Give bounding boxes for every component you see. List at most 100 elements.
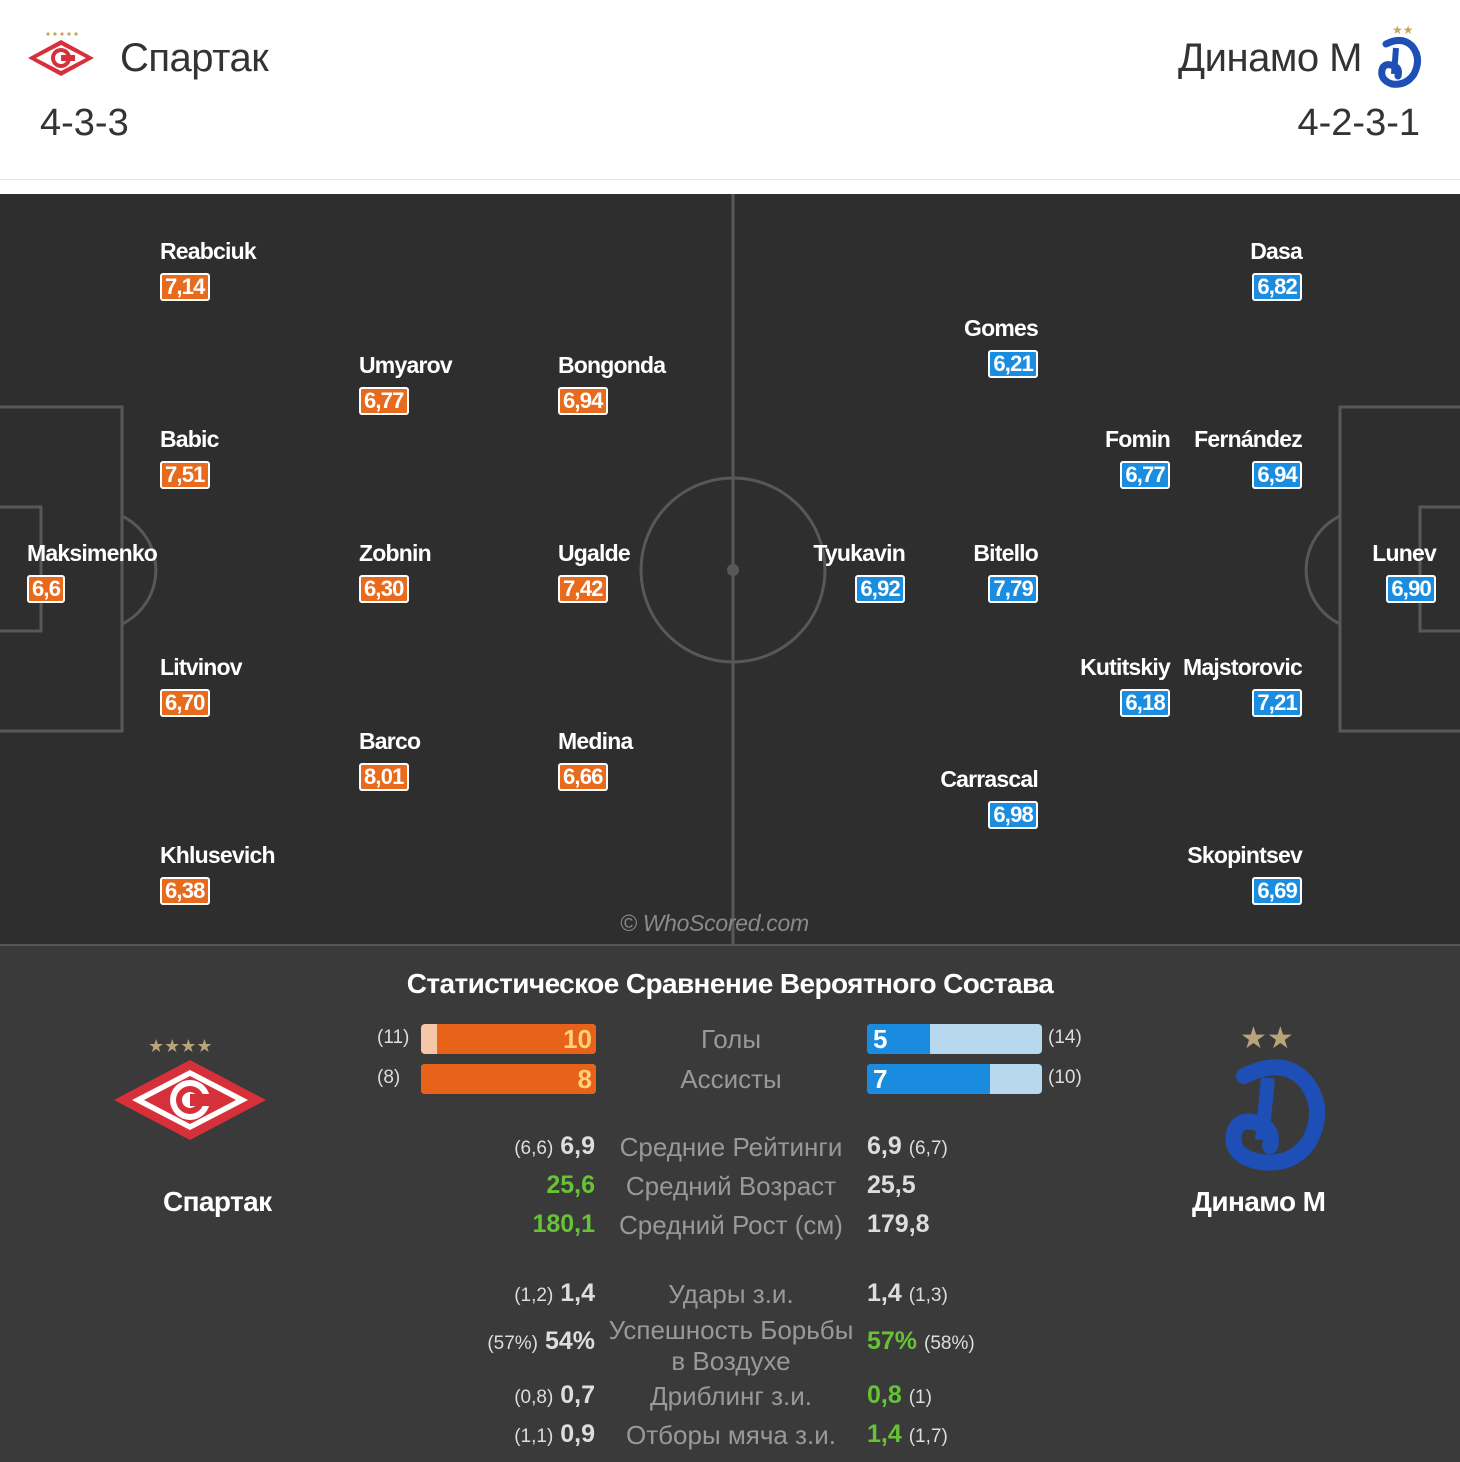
stat-label: Ассисты bbox=[680, 1064, 782, 1094]
player-name: Bitello bbox=[973, 540, 1038, 566]
away-value: 1,4 bbox=[867, 1279, 902, 1307]
player-name: Ugalde bbox=[558, 540, 631, 566]
away-stat: 179,8 bbox=[867, 1210, 930, 1239]
player-name: Reabciuk bbox=[160, 238, 257, 264]
home-prev-value: (1,1) bbox=[514, 1426, 554, 1447]
home-bar-fill bbox=[436, 1024, 596, 1054]
away-value: 179,8 bbox=[867, 1210, 930, 1238]
home-player[interactable]: Reabciuk 7,14 bbox=[160, 238, 257, 301]
dynamo-logo-icon[interactable]: ★★ bbox=[1374, 22, 1424, 92]
home-player[interactable]: Maksimenko 6,6 bbox=[27, 540, 158, 603]
away-player[interactable]: Bitello 7,79 bbox=[973, 540, 1039, 603]
stat-label-line: в Воздухе bbox=[671, 1346, 791, 1376]
away-player[interactable]: Carrascal 6,98 bbox=[940, 766, 1039, 829]
away-value: 6,9 bbox=[867, 1132, 902, 1160]
svg-text:★★: ★★ bbox=[1392, 23, 1414, 37]
player-rating: 6,69 bbox=[1252, 877, 1302, 905]
away-player[interactable]: Gomes 6,21 bbox=[964, 315, 1039, 378]
home-value: 25,6 bbox=[546, 1171, 595, 1199]
home-player[interactable]: Litvinov 6,70 bbox=[160, 654, 243, 717]
stat-bar-row: (8) 8 Ассисты 7 (10) bbox=[0, 1064, 1460, 1094]
stat-label: Голы bbox=[700, 1024, 762, 1054]
away-prev-value: (14) bbox=[1048, 1027, 1082, 1048]
player-rating: 6,6 bbox=[27, 575, 66, 603]
away-value: 57% bbox=[867, 1327, 918, 1355]
home-stat: (1,2) 1,4 bbox=[514, 1279, 595, 1308]
spartak-logo-icon[interactable] bbox=[26, 30, 96, 80]
away-team-name[interactable]: Динамо М bbox=[1178, 36, 1362, 80]
home-value: 180,1 bbox=[532, 1210, 595, 1238]
home-prev-value: (11) bbox=[377, 1027, 410, 1048]
player-rating: 7,14 bbox=[160, 273, 210, 301]
away-player[interactable]: Lunev 6,90 bbox=[1372, 540, 1437, 603]
away-bar-value: 5 bbox=[873, 1024, 888, 1054]
away-bar-fill bbox=[867, 1064, 990, 1094]
player-rating: 6,94 bbox=[1252, 461, 1302, 489]
away-player[interactable]: Kutitskiy 6,18 bbox=[1080, 654, 1171, 717]
svg-text:★★: ★★ bbox=[1240, 1021, 1294, 1056]
home-team-name[interactable]: Спартак bbox=[120, 36, 269, 80]
home-player[interactable]: Umyarov 6,77 bbox=[359, 352, 453, 415]
player-name: Fernández bbox=[1194, 426, 1303, 452]
pitch-lines bbox=[0, 194, 1460, 944]
player-name: Bongonda bbox=[558, 352, 666, 378]
away-bar: 7 bbox=[867, 1064, 1042, 1094]
home-player[interactable]: Babic 7,51 bbox=[160, 426, 219, 489]
dynamo-logo-icon[interactable]: ★★ bbox=[1214, 1016, 1330, 1176]
home-player[interactable]: Khlusevich 6,38 bbox=[160, 842, 276, 905]
player-name: Khlusevich bbox=[160, 842, 276, 868]
player-name: Litvinov bbox=[160, 654, 243, 680]
spartak-logo-icon[interactable]: ★★★★ bbox=[110, 1034, 270, 1154]
away-stat: 1,4 (1,7) bbox=[867, 1420, 948, 1449]
stat-label: Средние Рейтинги bbox=[619, 1132, 843, 1162]
player-rating: 6,82 bbox=[1252, 273, 1302, 301]
home-team-label[interactable]: Спартак bbox=[163, 1186, 272, 1217]
away-prev-value: (1) bbox=[908, 1387, 932, 1408]
away-prev-value: (1,3) bbox=[908, 1285, 948, 1306]
away-prev-value: (58%) bbox=[924, 1333, 975, 1354]
away-player[interactable]: Tyukavin 6,92 bbox=[813, 540, 906, 603]
player-name: Maksimenko bbox=[27, 540, 158, 566]
player-rating: 6,18 bbox=[1120, 689, 1170, 717]
player-rating: 6,66 bbox=[558, 763, 608, 791]
home-player[interactable]: Ugalde 7,42 bbox=[558, 540, 631, 603]
player-rating: 6,94 bbox=[558, 387, 608, 415]
away-player[interactable]: Skopintsev 6,69 bbox=[1187, 842, 1303, 905]
home-player[interactable]: Bongonda 6,94 bbox=[558, 352, 666, 415]
lineup-header: Спартак 4-3-3 Динамо М 4-2-3-1 ★★ bbox=[0, 0, 1460, 180]
away-prev-value: (1,7) bbox=[908, 1426, 948, 1447]
player-name: Dasa bbox=[1250, 238, 1303, 264]
home-prev-value: (57%) bbox=[487, 1333, 538, 1354]
away-player[interactable]: Majstorovic 7,21 bbox=[1183, 654, 1303, 717]
home-prev-value: (0,8) bbox=[514, 1387, 554, 1408]
home-player[interactable]: Medina 6,66 bbox=[558, 728, 633, 791]
away-team-label[interactable]: Динамо М bbox=[1192, 1186, 1326, 1217]
player-rating: 7,51 bbox=[160, 461, 210, 489]
home-prev-value: (6,6) bbox=[514, 1138, 554, 1159]
away-prev-value: (10) bbox=[1048, 1067, 1082, 1088]
away-player[interactable]: Fomin 6,77 bbox=[1105, 426, 1171, 489]
player-rating: 6,90 bbox=[1386, 575, 1436, 603]
home-player[interactable]: Barco 8,01 bbox=[359, 728, 421, 791]
player-rating: 8,01 bbox=[359, 763, 409, 791]
watermark: © WhoScored.com bbox=[620, 910, 809, 936]
player-name: Umyarov bbox=[359, 352, 453, 378]
away-stat: 1,4 (1,3) bbox=[867, 1279, 948, 1308]
player-rating: 6,70 bbox=[160, 689, 210, 717]
player-name: Gomes bbox=[964, 315, 1039, 341]
home-value: 54% bbox=[544, 1327, 595, 1355]
home-player[interactable]: Zobnin 6,30 bbox=[359, 540, 432, 603]
stat-bar-row: (11) 10 Голы 5 (14) bbox=[0, 1024, 1460, 1054]
player-rating: 7,21 bbox=[1252, 689, 1302, 717]
stat-label: Успешность Борьбы в Воздухе bbox=[600, 1315, 862, 1377]
home-stat: 180,1 bbox=[532, 1210, 595, 1239]
away-player[interactable]: Fernández 6,94 bbox=[1194, 426, 1303, 489]
player-name: Kutitskiy bbox=[1080, 654, 1171, 680]
home-bar-fill bbox=[421, 1064, 596, 1094]
away-player[interactable]: Dasa 6,82 bbox=[1250, 238, 1303, 301]
home-formation: 4-3-3 bbox=[40, 102, 129, 144]
home-stat: 25,6 bbox=[546, 1171, 595, 1200]
home-stat: (1,1) 0,9 bbox=[514, 1420, 595, 1449]
home-bar-value: 8 bbox=[577, 1064, 592, 1094]
stat-label-line: Успешность Борьбы bbox=[608, 1315, 854, 1345]
